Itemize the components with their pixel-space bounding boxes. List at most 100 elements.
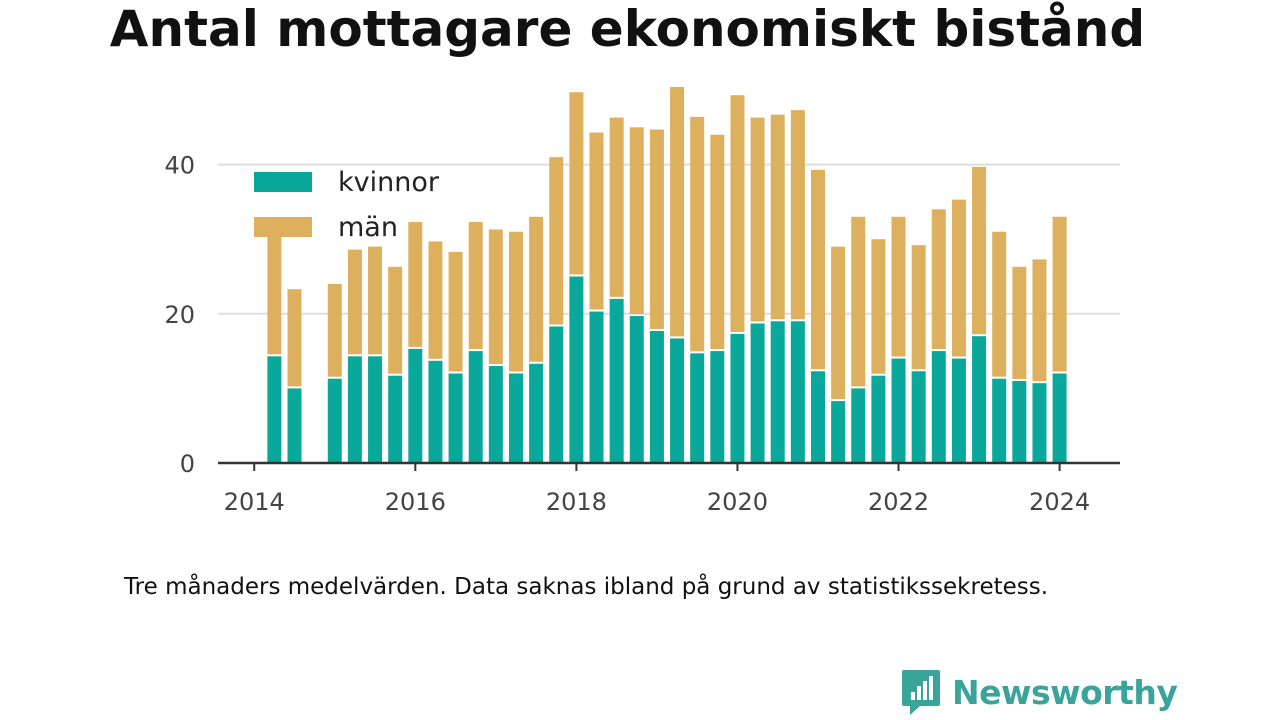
bar-kvinnor [690, 353, 705, 463]
bar-kvinnor [468, 351, 483, 463]
bar-man [589, 132, 604, 310]
series-kvinnor-bars [267, 276, 1067, 463]
x-tick-label: 2018 [546, 488, 607, 516]
bar-kvinnor [569, 276, 584, 463]
y-tick-label: 20 [164, 301, 195, 329]
bar-man [690, 116, 705, 352]
bar-man [629, 127, 644, 315]
bar-man [468, 222, 483, 350]
bar-man [992, 231, 1007, 377]
bar-kvinnor [790, 321, 805, 463]
bar-man [851, 216, 866, 387]
bar-man [831, 246, 846, 400]
bar-man [770, 114, 785, 320]
bar-man [790, 110, 805, 320]
legend-swatch-man [254, 217, 312, 237]
bar-kvinnor [448, 373, 463, 463]
bar-kvinnor [529, 363, 544, 463]
bar-kvinnor [327, 378, 342, 463]
y-tick-label: 0 [180, 450, 195, 478]
bar-man [871, 239, 886, 374]
bar-man [670, 87, 685, 337]
bar-man [448, 251, 463, 372]
bar-kvinnor [368, 356, 383, 463]
bar-man [911, 245, 926, 370]
bar-kvinnor [347, 356, 362, 463]
bar-kvinnor [1032, 383, 1047, 463]
bar-kvinnor [670, 338, 685, 463]
bar-kvinnor [911, 371, 926, 463]
bar-kvinnor [770, 321, 785, 463]
legend: kvinnor män [254, 167, 440, 243]
x-tick-label: 2024 [1029, 488, 1090, 516]
bar-man [508, 231, 523, 372]
legend-swatch-kvinnor [254, 172, 312, 192]
bar-kvinnor [609, 298, 624, 463]
bar-man [267, 224, 282, 355]
bar-kvinnor [831, 401, 846, 463]
x-tick-label: 2016 [385, 488, 446, 516]
bar-man [951, 199, 966, 357]
bar-man [388, 266, 403, 374]
bar-kvinnor [750, 323, 765, 463]
brand-logo: Newsworthy [900, 668, 1178, 716]
bar-man [710, 134, 725, 350]
bar-kvinnor [992, 378, 1007, 463]
bar-kvinnor [951, 358, 966, 463]
bar-kvinnor [730, 333, 745, 463]
newsworthy-logo-icon [902, 670, 940, 715]
bar-kvinnor [589, 311, 604, 463]
bar-kvinnor [428, 360, 443, 463]
bar-man [549, 157, 564, 325]
bar-man [287, 289, 302, 387]
bar-kvinnor [710, 351, 725, 463]
legend-label-kvinnor: kvinnor [338, 167, 440, 198]
bar-man [347, 249, 362, 355]
bar-man [569, 92, 584, 275]
chart-title: Antal mottagare ekonomiskt bistånd [109, 0, 1146, 58]
bar-kvinnor [891, 358, 906, 463]
series-man-bars [267, 87, 1067, 400]
bar-man [1032, 259, 1047, 382]
bar-kvinnor [408, 348, 423, 463]
bar-kvinnor [810, 371, 825, 463]
x-tick-label: 2020 [707, 488, 768, 516]
bar-kvinnor [287, 388, 302, 463]
bar-man [730, 95, 745, 332]
bar-kvinnor [851, 388, 866, 463]
bar-man [368, 246, 383, 355]
bar-man [327, 283, 342, 377]
bar-kvinnor [388, 375, 403, 463]
bar-man [810, 169, 825, 370]
bar-kvinnor [1012, 380, 1027, 463]
bar-man [609, 117, 624, 297]
bar-kvinnor [1052, 373, 1067, 463]
bar-man [931, 209, 946, 350]
footnote: Tre månaders medelvärden. Data saknas ib… [124, 574, 1049, 600]
axes: 0 20 40 2014 2016 2018 2020 2022 2024 [164, 152, 1120, 516]
bar-man [1052, 216, 1067, 372]
x-tick-label: 2022 [868, 488, 929, 516]
bar-man [750, 117, 765, 322]
brand-name: Newsworthy [952, 672, 1178, 712]
bar-man [428, 241, 443, 359]
bar-kvinnor [488, 366, 503, 463]
bar-kvinnor [931, 351, 946, 463]
bar-kvinnor [972, 336, 987, 463]
y-tick-label: 40 [164, 152, 195, 180]
bar-kvinnor [871, 375, 886, 463]
x-tick-label: 2014 [224, 488, 285, 516]
legend-label-man: män [338, 212, 398, 243]
bar-man [529, 216, 544, 362]
bar-man [1012, 266, 1027, 379]
bar-chart: 0 20 40 2014 2016 2018 2020 2022 2024 kvinnor män [164, 87, 1120, 516]
bar-kvinnor [508, 373, 523, 463]
bar-man [891, 216, 906, 357]
bar-kvinnor [267, 356, 282, 463]
bar-kvinnor [649, 330, 664, 463]
bar-man [972, 166, 987, 335]
bar-man [408, 222, 423, 347]
bar-kvinnor [629, 316, 644, 463]
bar-man [649, 129, 664, 329]
bar-man [488, 229, 503, 365]
